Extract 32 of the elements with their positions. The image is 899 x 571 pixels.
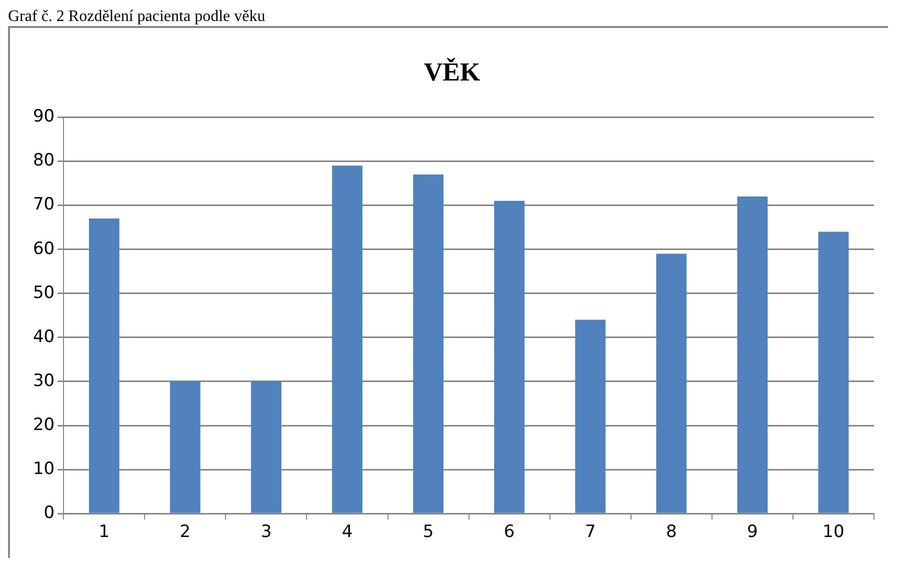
bar [413,174,444,513]
y-tick-label: 40 [32,326,55,347]
y-tick-label: 90 [32,106,55,127]
x-tick-label: 10 [822,522,844,542]
bar [737,196,768,513]
bar [818,232,849,513]
y-tick-label: 50 [32,282,55,303]
x-tick-label: 5 [422,522,434,542]
x-tick-label: 7 [584,522,596,542]
bar [656,254,687,513]
x-tick-label: 6 [504,522,515,542]
y-tick-label: 70 [32,194,55,215]
bar [332,166,362,513]
bar [575,320,606,513]
x-tick-label: 1 [98,522,110,542]
y-tick-label: 80 [32,150,55,171]
y-tick-label: 10 [32,458,55,479]
y-tick-label: 20 [32,414,55,435]
x-tick-label: 2 [180,522,191,542]
bar [494,200,525,513]
bar [251,381,282,513]
x-tick-label: 4 [342,522,353,542]
text: Graf č. 2 Rozdělení pacienta podle věku [8,8,266,26]
x-tick-label: 3 [260,522,272,542]
y-tick-label: 60 [32,238,55,259]
x-tick-label: 9 [747,522,758,542]
bar [88,218,120,513]
chart-title: VĚK [424,57,481,86]
y-tick-label: 0 [44,503,55,524]
bar [170,381,200,513]
x-tick-label: 8 [666,522,677,542]
y-tick-label: 30 [32,370,55,391]
